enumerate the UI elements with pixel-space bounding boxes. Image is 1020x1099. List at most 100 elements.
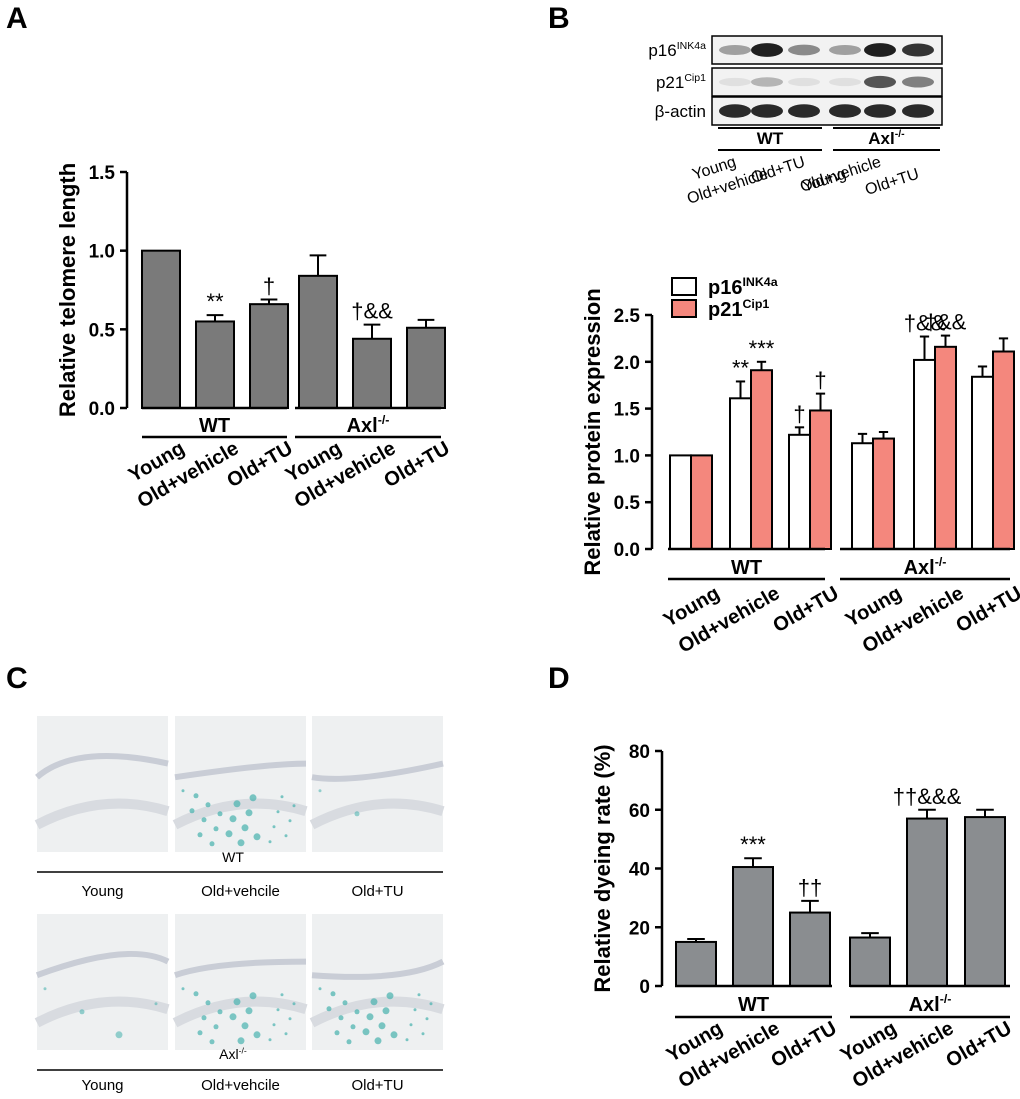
blot-band [829,77,861,87]
stain-spot [390,1031,398,1039]
stain-spot [229,1013,237,1021]
stain-spot [292,804,296,808]
histology-group-label-main: WT [222,849,244,865]
tissue-image [175,716,306,852]
stain-spot [409,1023,413,1027]
group-label-sup: -/- [378,413,390,427]
y-axis-label: Relative protein expression [580,288,605,575]
stain-spot [354,1009,360,1015]
stain-spot [154,1002,158,1006]
stain-spot [284,834,288,838]
significance-label: *** [749,336,775,361]
y-tick-label: 1.5 [89,163,116,184]
group-label: WT [731,557,762,579]
tissue-fiber [309,996,445,1028]
y-tick-label: 20 [629,918,650,939]
group-label: Axl-/- [904,555,947,579]
significance-label: *** [740,832,766,857]
blot-band [829,104,861,118]
bar [849,936,891,987]
bar [789,911,831,987]
y-tick-label: 2.0 [614,353,640,374]
stain-spot [318,987,322,991]
stain-spot [280,795,284,799]
stain-spot [326,1006,332,1012]
blot-band [719,104,751,118]
histology-label: Young [82,883,124,900]
stain-spot [213,826,219,832]
stain-spot [245,1007,253,1015]
stain-spot [417,993,421,997]
significance-label: ** [732,355,750,380]
blot-band [902,76,934,88]
blot-band [864,104,896,118]
stain-spot [245,809,253,817]
blot-row-label-main: p21 [656,73,684,92]
blot-band [751,104,783,118]
significance-label: †&& [925,310,967,335]
tissue-fiber [309,798,445,830]
blot-band [902,104,934,118]
stain-spot [272,1023,276,1027]
histology-label: Old+vehcile [201,883,280,900]
y-tick-label: 2.5 [614,306,641,327]
tissue-fiber [172,996,308,1028]
stain-spot [338,1015,344,1021]
significance-label: ** [206,289,224,314]
tissue-fiber [311,760,444,782]
stain-spot [370,998,378,1006]
blot-row-label: β-actin [655,102,706,121]
stain-spot [284,1032,288,1036]
group-label-main: WT [199,415,230,437]
histology-label: Old+TU [351,883,403,900]
stain-spot [366,1013,374,1021]
significance-label: ††&&& [893,784,962,809]
stain-spot [225,830,233,838]
tissue-image [37,716,168,852]
stain-spot [421,1032,425,1036]
stain-spot [249,794,257,802]
y-tick-label: 0.5 [89,320,116,341]
stain-spot [318,789,322,793]
legend-swatch [671,299,697,318]
blot-row-label: p21Cip1 [656,72,706,92]
tissue-image [312,914,443,1050]
y-tick-label: 0 [639,977,650,998]
stain-spot [253,833,261,841]
stain-spot [209,1039,215,1045]
bar [964,816,1006,987]
stain-spot [79,1009,85,1015]
blot-band [788,77,820,87]
blot-group-label-sup: -/- [895,128,905,140]
blot-row-label-sup: Cip1 [684,72,706,84]
stain-spot [197,1030,203,1036]
panel-label-b: B [548,2,570,35]
stain-spot [280,993,284,997]
stain-spot [268,1038,272,1042]
legend-label: p21Cip1 [708,297,769,321]
stain-spot [354,811,360,817]
stain-spot [292,1002,296,1006]
stain-spot [362,1028,370,1036]
histology-group-label-sup: -/- [239,1045,247,1055]
stain-spot [201,817,207,823]
stain-spot [429,1002,433,1006]
blot-band [864,75,896,89]
stain-spot [241,824,249,832]
tissue-fiber [174,958,307,979]
tissue-fiber [311,958,445,980]
tissue-fiber [34,996,170,1028]
significance-label: †&& [904,311,946,336]
significance-label: † [793,401,805,426]
y-tick-label: 60 [629,801,650,822]
stain-spot [201,1015,207,1021]
stain-spot [405,1038,409,1042]
stain-spot [334,1030,340,1036]
stain-spot [217,811,223,817]
stain-spot [268,840,272,844]
blot-band [864,43,896,57]
stain-spot [350,1024,356,1030]
